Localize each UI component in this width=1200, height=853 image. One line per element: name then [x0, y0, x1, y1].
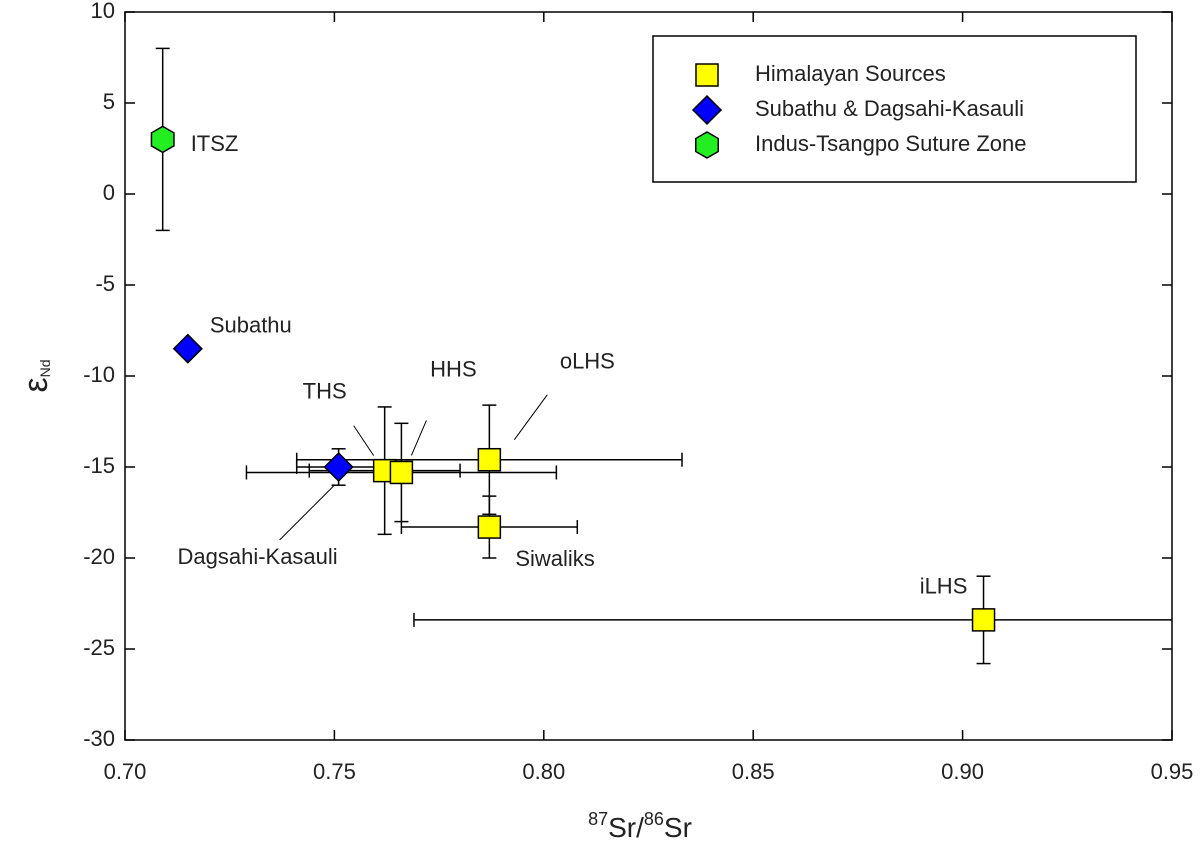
y-tick-label: -10 [83, 362, 115, 387]
point-label: Dagsahi-Kasauli [177, 544, 337, 569]
legend-marker [694, 131, 720, 159]
point-label: Siwaliks [515, 546, 594, 571]
leader-line [513, 394, 548, 441]
marker [150, 125, 175, 154]
marker [477, 515, 502, 539]
y-tick-label: -25 [83, 635, 115, 660]
x-label-base: Sr/ [608, 812, 644, 843]
x-label-sup: 86 [644, 809, 664, 829]
point-label: oLHS [560, 349, 615, 374]
point-label: ITSZ [191, 131, 239, 156]
y-tick-label: -20 [83, 544, 115, 569]
y-label-base: ε [17, 377, 55, 392]
x-label-base: Sr [664, 812, 692, 843]
marker [389, 460, 414, 485]
legend-marker [695, 63, 719, 87]
leader-line [279, 484, 335, 541]
x-label-sup: 87 [588, 809, 608, 829]
point-label: iLHS [920, 574, 968, 599]
y-tick-label: -30 [83, 726, 115, 751]
y-tick-label: -15 [83, 453, 115, 478]
leader-line [353, 425, 375, 456]
marker [971, 608, 996, 632]
point-label: Subathu [210, 313, 292, 338]
x-tick-label: 0.80 [522, 759, 565, 784]
x-error-bar [413, 612, 1172, 627]
legend-marker [691, 94, 723, 126]
legend-label: Indus-Tsangpo Suture Zone [755, 131, 1027, 156]
y-tick-label: 5 [103, 89, 115, 114]
legend-label: Himalayan Sources [755, 61, 946, 86]
y-tick-label: 10 [91, 0, 115, 23]
leader-line [410, 420, 427, 456]
x-axis-label: 87Sr/86Sr [588, 809, 692, 844]
marker [477, 447, 502, 472]
point-label: HHS [430, 356, 476, 381]
x-tick-label: 0.95 [1151, 759, 1194, 784]
marker [323, 451, 354, 483]
legend-box [652, 35, 1137, 183]
x-tick-label: 0.90 [941, 759, 984, 784]
point-label: THS [303, 378, 347, 403]
y-tick-label: 0 [103, 180, 115, 205]
y-tick-label: -5 [95, 271, 115, 296]
marker [172, 333, 203, 364]
x-tick-label: 0.75 [313, 759, 356, 784]
x-tick-label: 0.70 [104, 759, 147, 784]
y-axis-label: εNd [17, 359, 55, 392]
x-tick-label: 0.85 [732, 759, 775, 784]
y-label-sub: Nd [37, 359, 53, 377]
legend-label: Subathu & Dagsahi-Kasauli [755, 96, 1024, 121]
